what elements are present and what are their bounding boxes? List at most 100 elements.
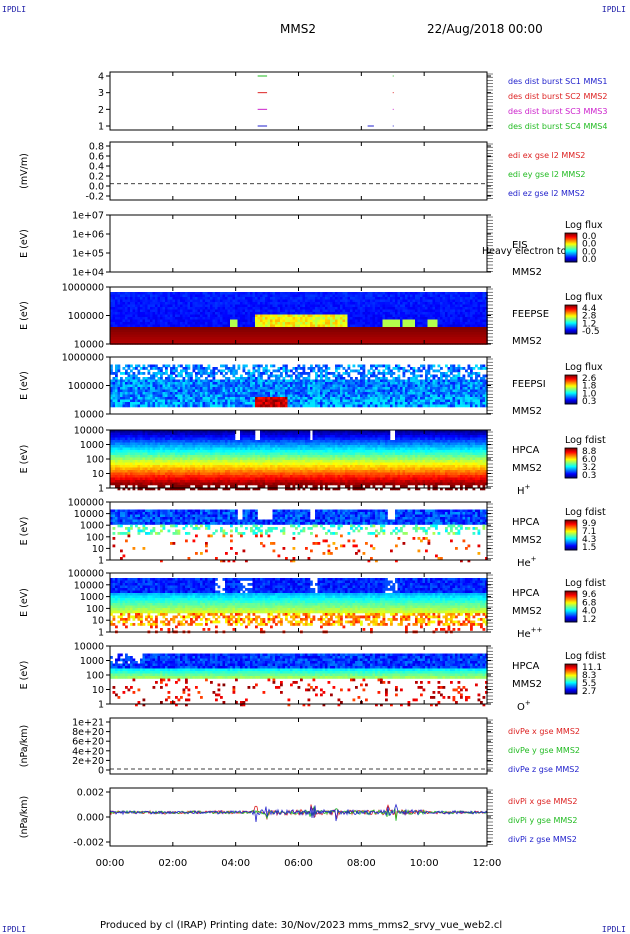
spectrogram-cell xyxy=(250,340,253,343)
spectrogram-cell xyxy=(423,300,426,303)
spectrogram-cell xyxy=(143,327,146,330)
spectrogram-cell xyxy=(403,322,406,325)
spectrogram-cell xyxy=(155,325,158,328)
spectrogram-cell xyxy=(248,325,251,328)
spectrogram-cell xyxy=(395,332,398,335)
spectrogram-cell xyxy=(380,317,383,320)
spectrogram-cell xyxy=(248,315,251,318)
spectrogram-cell xyxy=(420,305,423,308)
panel-feeps_e: 100000010000010000E (eV) FEEPSEMMS2Log fl… xyxy=(19,283,603,351)
spectrogram-cell xyxy=(395,327,398,330)
spectrogram-cell xyxy=(275,320,278,323)
spectrogram-cell xyxy=(175,320,178,323)
spectrogram-cell xyxy=(168,330,171,333)
spectrogram-cell xyxy=(198,297,201,300)
spectrogram-cell xyxy=(305,317,308,320)
spectrogram-cell xyxy=(335,310,338,313)
spectrogram-cell xyxy=(278,297,281,300)
spectrogram-cell xyxy=(295,325,298,328)
spectrogram-cell xyxy=(188,307,191,310)
spectrogram-cell xyxy=(145,325,148,328)
spectrogram-cell xyxy=(235,332,238,335)
spectrogram-cell xyxy=(263,335,266,338)
spectrogram-cell xyxy=(370,327,373,330)
spectrogram-cell xyxy=(168,302,171,305)
spectrogram-cell xyxy=(360,295,363,298)
spectrogram-cell xyxy=(395,312,398,315)
spectrogram-cell xyxy=(365,327,368,330)
spectrogram-cell xyxy=(260,295,263,298)
spectrogram-cell xyxy=(220,320,223,323)
spectrogram-cell xyxy=(168,322,171,325)
spectrogram-cell xyxy=(128,297,131,300)
spectrogram-cell xyxy=(128,330,131,333)
spectrogram-cell xyxy=(255,322,258,325)
spectrogram-cell xyxy=(418,305,421,308)
spectrogram-cell xyxy=(373,292,376,295)
spectrogram-cell xyxy=(115,317,118,320)
spectrogram-cell xyxy=(428,302,431,305)
spectrogram-cell xyxy=(210,340,213,343)
spectrogram-cell xyxy=(323,325,326,328)
spectrogram-cell xyxy=(258,330,261,333)
spectrogram-cell xyxy=(245,335,248,338)
spectrogram-cell xyxy=(185,322,188,325)
spectrogram-cell xyxy=(423,305,426,308)
spectrogram-cell xyxy=(313,325,316,328)
spectrogram-cell xyxy=(223,322,226,325)
spectrogram-cell xyxy=(220,300,223,303)
spectrogram-cell xyxy=(318,302,321,305)
spectrogram-cell xyxy=(303,297,306,300)
spectrogram-cell xyxy=(153,322,156,325)
spectrogram-cell xyxy=(290,327,293,330)
spectrogram-cell xyxy=(283,327,286,330)
spectrogram-cell xyxy=(210,297,213,300)
spectrogram-cell xyxy=(303,340,306,343)
spectrogram-cell xyxy=(363,300,366,303)
spectrogram-cell xyxy=(425,302,428,305)
spectrogram-cell xyxy=(135,335,138,338)
spectrogram-cell xyxy=(328,317,331,320)
spectrogram-cell xyxy=(255,320,258,323)
spectrogram-cell xyxy=(430,295,433,298)
spectrogram-cell xyxy=(188,297,191,300)
spectrogram-cell xyxy=(428,340,431,343)
spectrogram-cell xyxy=(408,330,411,333)
spectrogram-cell xyxy=(303,335,306,338)
spectrogram-cell xyxy=(355,325,358,328)
spectrogram-cell xyxy=(248,335,251,338)
spectrogram-cell xyxy=(283,307,286,310)
spectrogram-cell xyxy=(238,307,241,310)
spectrogram-cell xyxy=(360,292,363,295)
spectrogram-cell xyxy=(158,300,161,303)
spectrogram-cell xyxy=(355,330,358,333)
spectrogram-cell xyxy=(425,292,428,295)
spectrogram-cell xyxy=(448,310,451,313)
spectrogram-cell xyxy=(153,315,156,318)
spectrogram-cell xyxy=(443,297,446,300)
spectrogram-cell xyxy=(330,330,333,333)
spectrogram-cell xyxy=(258,292,261,295)
chart-page: IPDLI IPDLI MMS2 22/Aug/2018 00:00 4321d… xyxy=(0,0,630,934)
spectrogram-cell xyxy=(460,305,463,308)
spectrogram-cell xyxy=(210,322,213,325)
spectrogram-cell xyxy=(133,340,136,343)
spectrogram-cell xyxy=(193,295,196,298)
spectrogram-cell xyxy=(200,312,203,315)
spectrogram-cell xyxy=(368,312,371,315)
spectrogram-cell xyxy=(310,297,313,300)
spectrogram-cell xyxy=(293,337,296,340)
spectrogram-cell xyxy=(338,335,341,338)
spectrogram-cell xyxy=(180,335,183,338)
spectrogram-cell xyxy=(128,335,131,338)
spectrogram-cell xyxy=(435,300,438,303)
spectrogram-cell xyxy=(245,322,248,325)
spectrogram-cell xyxy=(385,305,388,308)
spectrogram-cell xyxy=(363,292,366,295)
spectrogram-cell xyxy=(250,327,253,330)
spectrogram-cell xyxy=(458,327,461,330)
spectrogram-cell xyxy=(193,307,196,310)
spectrogram-cell xyxy=(255,327,258,330)
spectrogram-cell xyxy=(295,315,298,318)
spectrogram-cell xyxy=(440,320,443,323)
